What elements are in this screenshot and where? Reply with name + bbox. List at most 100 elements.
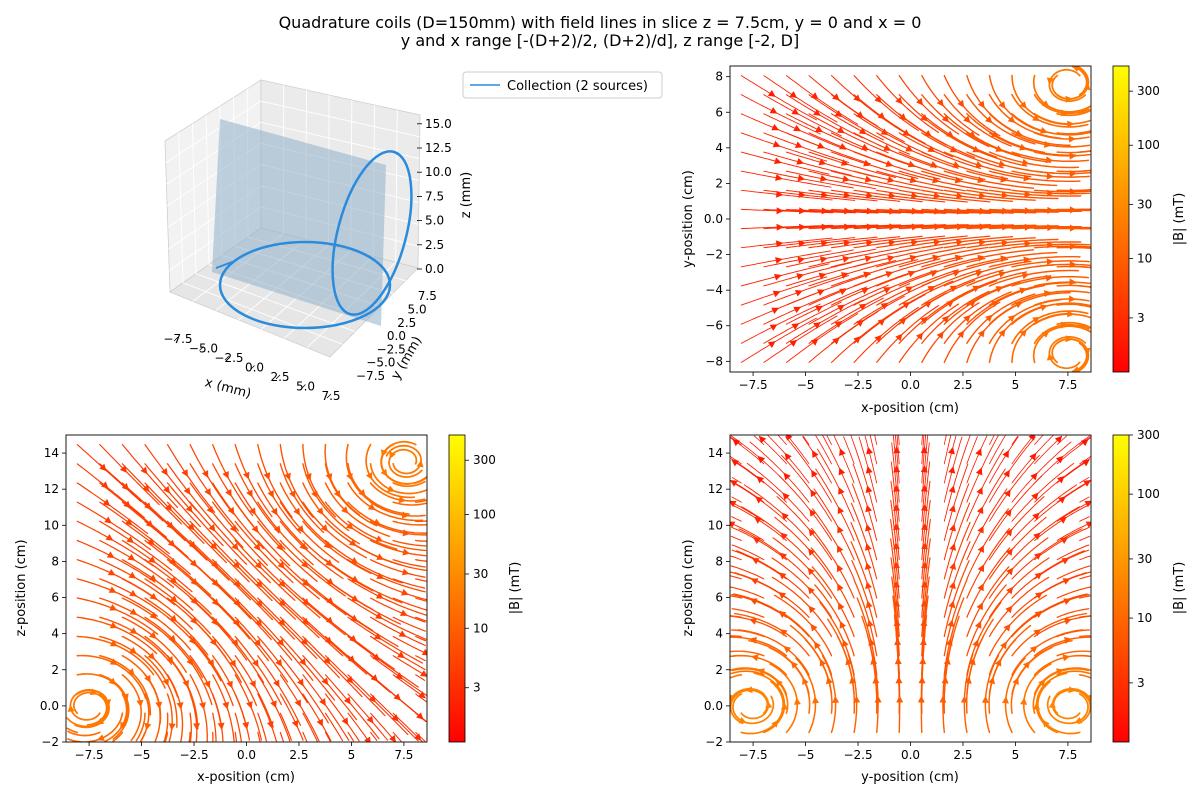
panel-xy-slice: −7.5 −5 −2.5 0.0 2.5 5 7.5 −8 −6 −4 −2 0.0 2 4 6 8 x-po… bbox=[681, 65, 1187, 416]
streamline bbox=[1079, 615, 1091, 618]
streamline bbox=[989, 436, 1036, 503]
streamline-arrow bbox=[775, 257, 783, 264]
streamline-arrow bbox=[129, 608, 138, 616]
streamline-arrow bbox=[1046, 258, 1054, 266]
streamline-arrow bbox=[182, 679, 189, 688]
streamline-arrow bbox=[778, 572, 787, 580]
streamline bbox=[890, 461, 900, 541]
streamline-arrow bbox=[885, 271, 894, 278]
streamline bbox=[212, 578, 272, 641]
streamline-arrow bbox=[798, 190, 806, 198]
grid-3d-line bbox=[395, 109, 398, 263]
streamline bbox=[988, 557, 1050, 618]
streamline bbox=[99, 539, 175, 588]
streamline-arrow bbox=[140, 466, 148, 475]
streamline-arrow bbox=[767, 341, 776, 348]
streamline bbox=[921, 224, 1014, 230]
z3d-tick-label: 5.0 bbox=[425, 214, 444, 228]
streamline bbox=[76, 616, 158, 655]
streamline-arrow bbox=[920, 316, 928, 324]
streamline bbox=[943, 597, 965, 676]
streamline-arrow bbox=[127, 553, 136, 561]
streamline-arrow bbox=[783, 472, 791, 481]
streamline-arrow bbox=[104, 516, 112, 524]
streamline-arrow bbox=[266, 721, 274, 729]
streamline-arrow bbox=[977, 100, 985, 109]
streamline-arrow bbox=[270, 700, 277, 709]
streamline bbox=[166, 693, 173, 742]
streamline bbox=[808, 151, 897, 179]
streamline-arrow bbox=[774, 273, 782, 281]
streamline-arrow bbox=[316, 718, 323, 727]
streamline bbox=[99, 482, 167, 538]
streamline bbox=[943, 435, 957, 484]
streamline bbox=[189, 578, 251, 640]
streamline-arrow bbox=[887, 176, 895, 183]
streamline bbox=[894, 435, 900, 484]
x3d-tick-label: 2.5 bbox=[270, 370, 289, 384]
streamline bbox=[830, 270, 915, 306]
streamline bbox=[921, 557, 931, 638]
streamline bbox=[763, 249, 854, 268]
streamline-arrow bbox=[297, 678, 304, 687]
streamline-arrow bbox=[793, 124, 802, 132]
panel-yz-slice: −7.5 −5 −2.5 0.0 2.5 5 7.5 −2 0.0 2 4 6 8 10 12 14 y-po… bbox=[681, 428, 1187, 785]
streamline bbox=[787, 435, 810, 465]
streamline-arrow bbox=[840, 159, 849, 166]
streamline-arrow bbox=[865, 466, 873, 474]
streamline bbox=[943, 444, 968, 522]
streamline bbox=[731, 608, 765, 618]
streamline bbox=[781, 454, 832, 522]
streamline-arrow bbox=[1062, 654, 1071, 662]
streamline bbox=[189, 712, 192, 742]
streamline bbox=[773, 594, 833, 657]
streamline-arrow bbox=[226, 680, 233, 689]
streamline bbox=[302, 674, 350, 741]
streamline bbox=[876, 170, 966, 192]
streamline-arrow bbox=[1007, 115, 1016, 124]
streamline-arrow bbox=[147, 652, 155, 661]
streamline bbox=[415, 616, 427, 622]
streamline-arrow bbox=[968, 130, 977, 138]
streamline-arrow bbox=[1033, 629, 1042, 637]
streamline bbox=[1078, 304, 1091, 308]
x-tick-label: 5 bbox=[1012, 378, 1020, 392]
streamline bbox=[943, 281, 1021, 325]
streamline-arrow bbox=[820, 191, 829, 199]
streamline-arrow bbox=[418, 691, 426, 699]
streamline bbox=[850, 502, 878, 580]
streamline bbox=[988, 113, 1071, 147]
streamline bbox=[741, 506, 810, 561]
streamline-arrow bbox=[1021, 158, 1030, 166]
streamline bbox=[1033, 636, 1091, 657]
streamline bbox=[189, 693, 198, 742]
streamline bbox=[1022, 663, 1052, 734]
streamline-arrow bbox=[249, 507, 256, 516]
streamline bbox=[864, 435, 878, 484]
streamline bbox=[876, 151, 963, 181]
streamline-arrow bbox=[145, 520, 154, 528]
streamline bbox=[1051, 688, 1091, 720]
streamline-arrow bbox=[758, 435, 767, 444]
colorbar-tick-label: 3 bbox=[473, 681, 481, 695]
streamline-arrow bbox=[837, 126, 845, 134]
streamline bbox=[1056, 501, 1090, 522]
streamline-arrow bbox=[894, 637, 902, 646]
streamline bbox=[144, 501, 208, 561]
streamline-arrow bbox=[911, 223, 919, 231]
streamline bbox=[733, 593, 810, 638]
x-tick-label: −7.5 bbox=[75, 748, 104, 762]
streamline-arrow bbox=[853, 94, 861, 102]
streamline bbox=[144, 539, 212, 596]
streamline-arrow bbox=[751, 557, 760, 565]
streamline bbox=[898, 235, 991, 249]
streamline bbox=[279, 501, 340, 563]
streamline-arrow bbox=[302, 598, 310, 606]
streamline-arrow bbox=[1001, 696, 1009, 704]
streamline-arrow bbox=[731, 459, 739, 467]
streamline-arrow bbox=[949, 581, 956, 590]
streamline-arrow bbox=[817, 289, 825, 296]
streamline bbox=[730, 456, 742, 465]
streamline-arrow bbox=[276, 638, 284, 647]
streamline bbox=[943, 151, 1032, 178]
